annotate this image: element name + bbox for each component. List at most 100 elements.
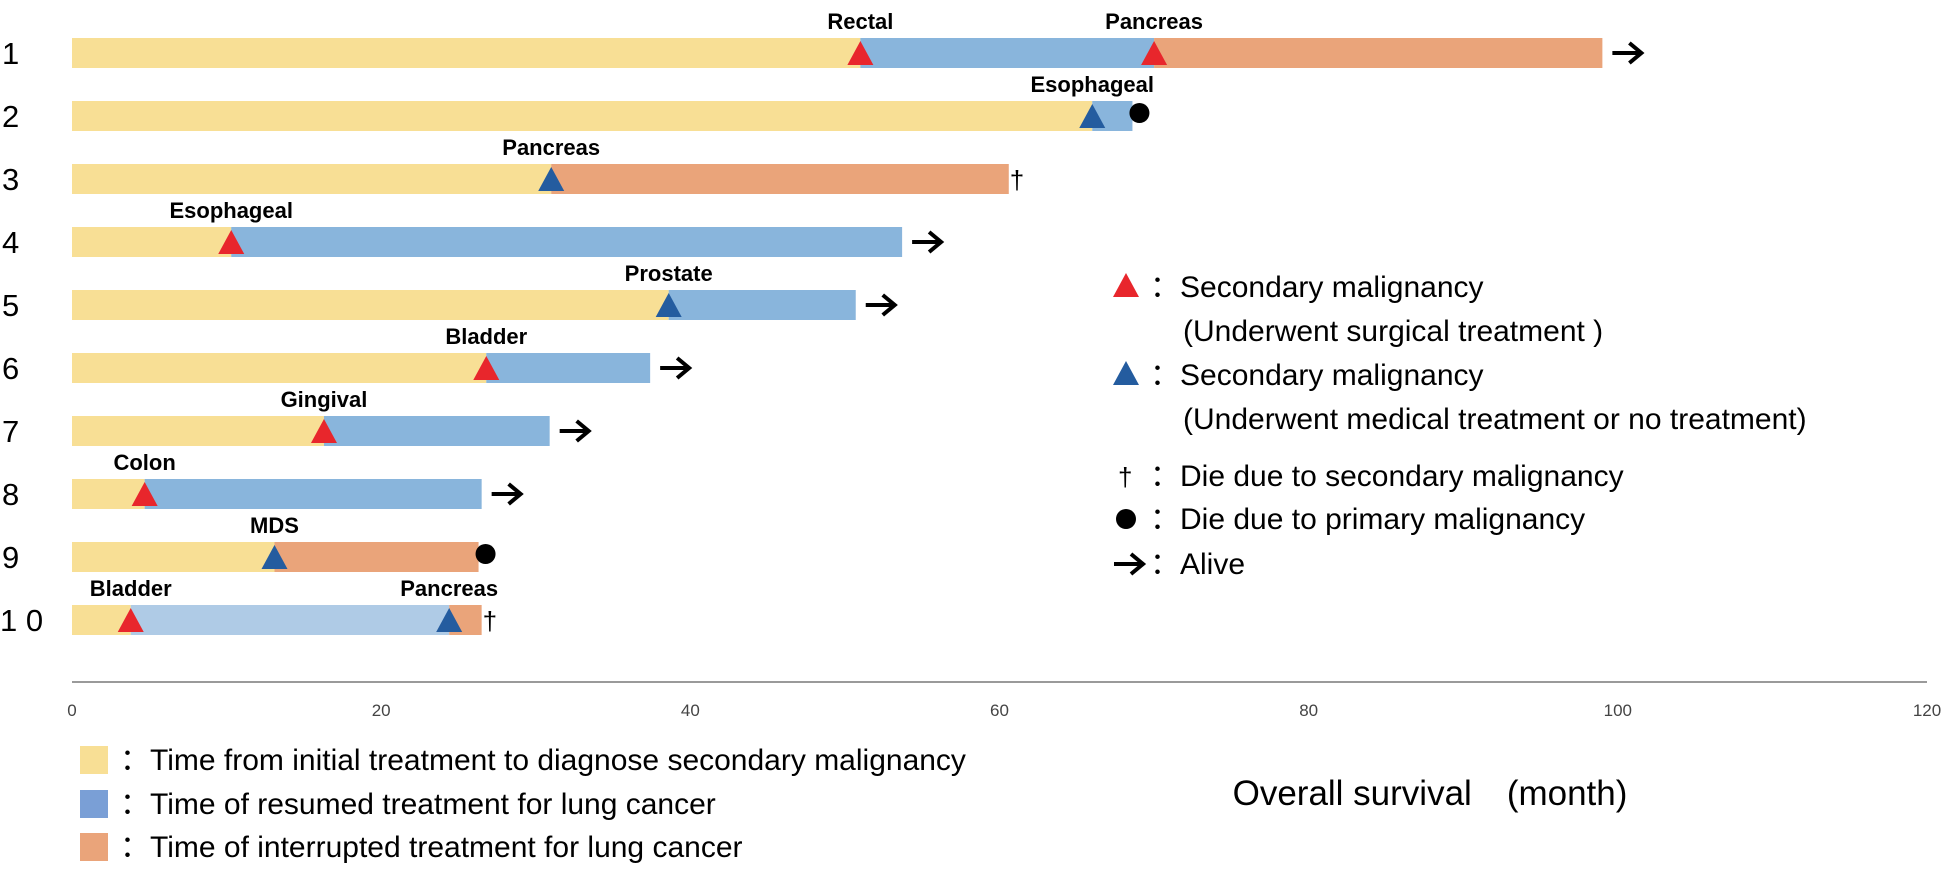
- x-tick-label: 20: [372, 701, 391, 720]
- bar-segment-initial: [72, 479, 145, 509]
- x-axis-title: Overall survival (month): [1233, 774, 1628, 813]
- legend-text: ：Time from initial treatment to diagnose…: [120, 744, 966, 777]
- alive-arrow-icon: [491, 482, 524, 506]
- row-label: 4: [2, 225, 19, 260]
- x-axis: 0 20 40 60 80 100 120: [67, 681, 1941, 720]
- arrow-head: [927, 230, 945, 254]
- arrow-head: [575, 419, 592, 443]
- legend-phase-initial: ：Time from initial treatment to diagnose…: [80, 744, 966, 777]
- legend-text: ：Alive: [1150, 548, 1245, 581]
- row-label: 1 0: [0, 603, 43, 638]
- legend-medical-triangle-icon: [1113, 361, 1139, 385]
- row-label: 8: [2, 477, 19, 512]
- bars-layer: 1 Rectal Pancreas 2 Esophageal 3 Pancreas † 4 Eso…: [0, 9, 1645, 638]
- legend-dot-icon: [1116, 509, 1136, 529]
- alive-arrow-icon: [1612, 41, 1645, 65]
- event-marker-surgical: [131, 482, 158, 506]
- legend-text: ：Secondary malignancy: [1150, 359, 1484, 392]
- event-label: Pancreas: [1105, 9, 1203, 34]
- legend-text: ：Time of interrupted treatment for lung …: [120, 831, 743, 864]
- event-marker-medical: [261, 545, 288, 569]
- bar-segment-interrupted: [551, 164, 1009, 194]
- legend-text: ：Die due to secondary malignancy: [1150, 460, 1624, 493]
- arrow-head: [675, 356, 693, 380]
- alive-arrow-icon: [865, 293, 898, 317]
- x-tick-label: 120: [1913, 701, 1941, 720]
- row-label: 1: [2, 36, 19, 71]
- bar-segment-resumed: [486, 353, 651, 383]
- legend-text: ：Die due to primary malignancy: [1150, 503, 1585, 536]
- bar-segment-resumed: [231, 227, 903, 257]
- patient-row: 3 Pancreas †: [2, 135, 1024, 197]
- patient-row: 1 Rectal Pancreas: [2, 9, 1645, 71]
- legend-item-arrow: ：Alive: [1114, 548, 1245, 581]
- event-marker-medical: [655, 293, 682, 317]
- x-tick-label: 80: [1299, 701, 1318, 720]
- bar-segment-initial: [72, 290, 669, 320]
- arrow-head: [1628, 41, 1645, 65]
- x-tick-label: 0: [67, 701, 76, 720]
- event-marker-medical: [1079, 104, 1106, 128]
- death-secondary-dagger-icon: †: [1010, 165, 1024, 195]
- legend-swatch: [80, 746, 108, 774]
- row-label: 2: [2, 99, 19, 134]
- bar-segment-resumed: [860, 38, 1155, 68]
- alive-arrow-icon: [660, 356, 693, 380]
- event-label: Bladder: [90, 576, 172, 601]
- arrow-head: [507, 482, 524, 506]
- row-label: 9: [2, 540, 19, 575]
- event-marker-surgical: [117, 608, 144, 632]
- row-label: 3: [2, 162, 19, 197]
- patient-row: 1 0 Bladder Pancreas †: [0, 576, 498, 638]
- patient-row: 9 MDS: [2, 513, 496, 575]
- event-marker-surgical: [473, 356, 500, 380]
- arrow-head: [881, 293, 898, 317]
- patient-row: 7 Gingival: [2, 387, 592, 449]
- bar-segment-resumed: [668, 290, 856, 320]
- legend-swatch: [80, 790, 108, 818]
- bar-segment-resumed_light: [130, 605, 450, 635]
- event-label: Prostate: [625, 261, 713, 286]
- patient-row: 2 Esophageal: [2, 72, 1154, 134]
- patient-row: 6 Bladder: [2, 324, 693, 386]
- legend-surgical-triangle-icon: [1113, 273, 1139, 297]
- event-label: Esophageal: [1031, 72, 1154, 97]
- death-primary-dot-icon: [475, 544, 496, 564]
- row-label: 6: [2, 351, 19, 386]
- bar-segment-initial: [72, 416, 324, 446]
- legend-item-dot: ：Die due to primary malignancy: [1116, 503, 1585, 536]
- patient-row: 5 Prostate: [2, 261, 898, 323]
- bar-segment-resumed: [144, 479, 482, 509]
- legend-item-medical: ：Secondary malignancy (Underwent medical …: [1113, 359, 1807, 436]
- legend-text: (Underwent medical treatment or no treat…: [1183, 403, 1807, 436]
- legend-text: ：Secondary malignancy: [1150, 271, 1484, 304]
- event-label: Rectal: [827, 9, 893, 34]
- event-marker-medical: [538, 167, 565, 191]
- legend-phase-interrupted: ：Time of interrupted treatment for lung …: [80, 831, 743, 864]
- event-label: Pancreas: [400, 576, 498, 601]
- phase-legend: ：Time from initial treatment to diagnose…: [80, 744, 966, 864]
- event-marker-medical: [436, 608, 463, 632]
- legend-item-dagger: † ：Die due to secondary malignancy: [1118, 460, 1624, 493]
- event-marker-surgical: [1141, 41, 1168, 65]
- legend-swatch: [80, 833, 108, 861]
- alive-arrow-icon: [912, 230, 945, 254]
- bar-segment-initial: [72, 353, 487, 383]
- bar-segment-initial: [72, 101, 1093, 131]
- x-tick-label: 40: [681, 701, 700, 720]
- marker-legend: ：Secondary malignancy (Underwent surgical…: [1113, 271, 1807, 581]
- row-label: 5: [2, 288, 19, 323]
- death-primary-dot-icon: [1129, 103, 1150, 123]
- event-marker-surgical: [218, 230, 245, 254]
- event-label: Pancreas: [502, 135, 600, 160]
- event-label: Esophageal: [169, 198, 292, 223]
- x-tick-label: 60: [990, 701, 1009, 720]
- bar-segment-initial: [72, 38, 861, 68]
- patient-row: 8 Colon: [2, 450, 524, 512]
- legend-phase-resumed: ：Time of resumed treatment for lung canc…: [80, 788, 716, 821]
- bar-segment-interrupted: [1154, 38, 1603, 68]
- bar-segment-initial: [72, 164, 552, 194]
- event-label: Colon: [113, 450, 175, 475]
- event-marker-surgical: [847, 41, 874, 65]
